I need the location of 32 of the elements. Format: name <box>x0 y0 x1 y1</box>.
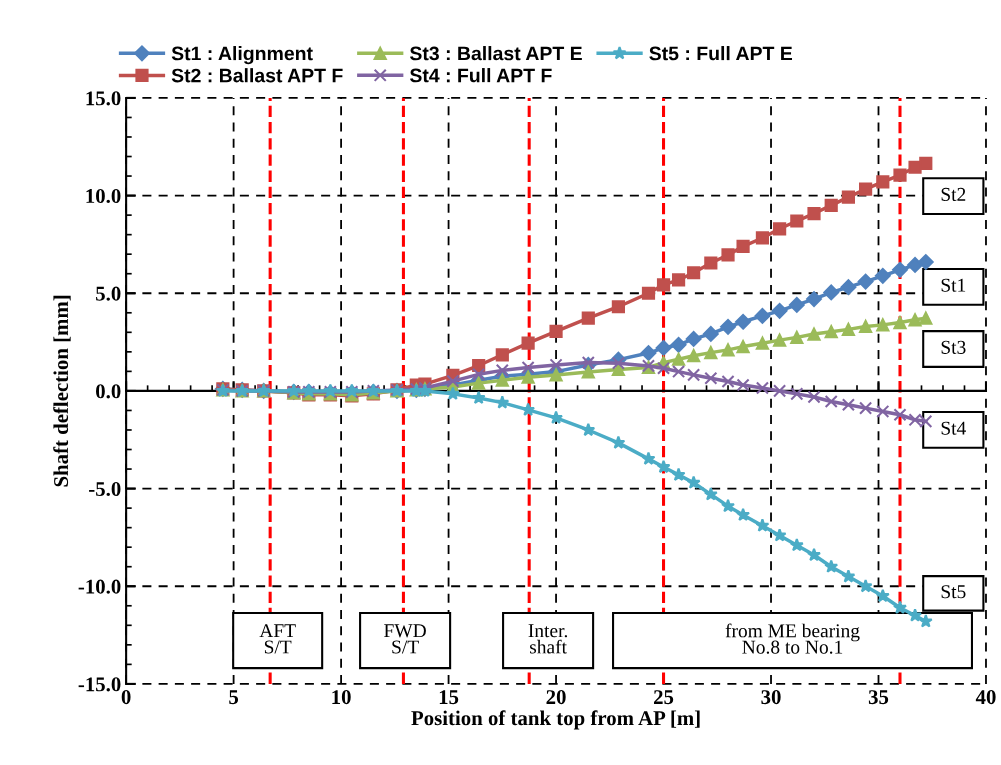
legend-label: St5 : Full APT E <box>649 46 793 61</box>
y-axis-title: Shaft deflection [mm] <box>53 295 71 487</box>
x-tick-label: 0 <box>121 690 131 705</box>
x-tick-label: 20 <box>546 690 566 705</box>
y-tick-label: 10.0 <box>86 188 121 204</box>
x-axis-title: Position of tank top from AP [m] <box>411 710 700 730</box>
legend-label: St2 : Ballast APT F <box>171 68 343 83</box>
y-tick-label: 0.0 <box>96 384 121 399</box>
x-tick-label: 5 <box>229 690 239 705</box>
annotation: St3 <box>941 340 966 354</box>
x-tick-label: 35 <box>868 690 889 705</box>
x-tick-label: 15 <box>439 690 459 705</box>
annotation: St4 <box>941 421 966 435</box>
y-tick-label: -5.0 <box>89 481 121 497</box>
y-tick-label: -15.0 <box>78 677 121 692</box>
annotation: St5 <box>941 585 966 599</box>
annotation: from ME bearing No.8 to No.1 <box>725 623 860 654</box>
x-tick-label: 25 <box>654 690 674 705</box>
annotation: St2 <box>941 187 966 201</box>
annotation: FWD S/T <box>384 624 426 654</box>
x-tick-label: 40 <box>975 690 996 705</box>
legend-label: St3 : Ballast APT E <box>409 46 582 61</box>
y-tick-label: -10.0 <box>78 579 121 594</box>
x-tick-label: 30 <box>761 690 781 705</box>
legend-label: St1 : Alignment <box>171 46 313 65</box>
x-tick-label: 10 <box>332 690 351 705</box>
annotation: Inter. shaft <box>528 624 568 654</box>
annotation: St1 <box>941 278 966 292</box>
y-tick-label: 15.0 <box>86 91 121 106</box>
annotation: AFT S/T <box>259 624 296 654</box>
y-tick-label: 5.0 <box>96 286 121 301</box>
legend-label: St4 : Full APT F <box>409 68 552 83</box>
